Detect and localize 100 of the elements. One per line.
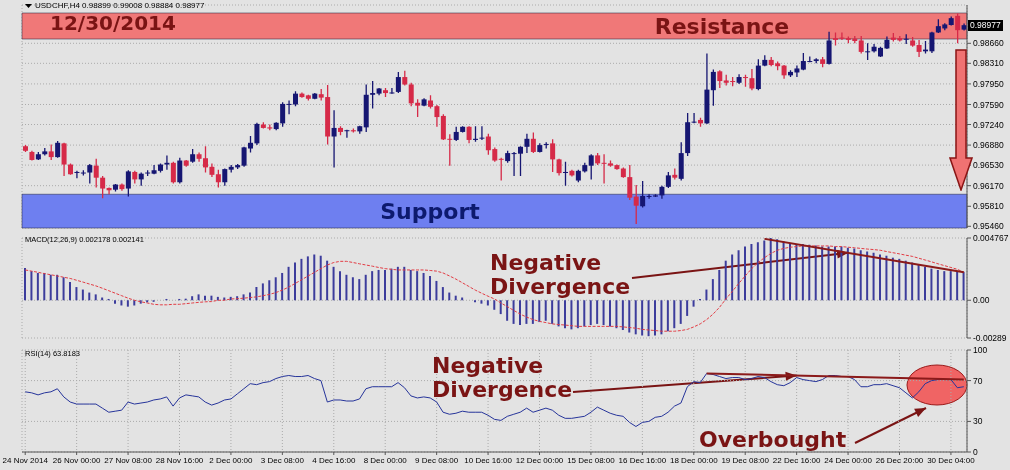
x-tick-label: 22 Dec 16:00 (772, 455, 821, 465)
bar (339, 271, 341, 301)
y-tick-label: 0.95460 (973, 221, 1004, 232)
bar (422, 272, 425, 301)
x-tick-label: 15 Dec 08:00 (567, 455, 616, 465)
bar (306, 256, 309, 301)
annotation: Negative Divergence (490, 250, 631, 299)
bar (429, 275, 431, 301)
bar (917, 264, 920, 301)
bar (332, 266, 335, 301)
bar (448, 292, 451, 301)
x-tick-label: 12 Dec 00:00 (515, 455, 564, 465)
candlestick (916, 39, 922, 58)
bar (782, 241, 785, 301)
bar (576, 300, 579, 329)
bar (551, 300, 554, 324)
candlestick (479, 125, 485, 141)
bar (621, 300, 624, 331)
bar (281, 272, 284, 301)
candlestick (588, 153, 594, 181)
bar (24, 268, 26, 301)
bar (634, 300, 637, 335)
y-tick-label: 0.98310 (973, 58, 1004, 69)
candlestick (125, 169, 131, 198)
bar (403, 266, 406, 301)
bar (891, 257, 894, 301)
bar (326, 260, 329, 301)
bar (377, 269, 380, 301)
y-tick-label: 100 (973, 345, 988, 356)
bar (827, 246, 830, 301)
bar (686, 300, 689, 316)
candlestick (498, 157, 504, 182)
bar (268, 280, 271, 301)
candlestick (691, 112, 697, 125)
x-tick-label: 30 Dec 04:00 (927, 455, 976, 465)
candlestick (106, 186, 112, 195)
candlestick (563, 161, 568, 187)
candlestick (395, 71, 401, 94)
x-tick-label: 24 Nov 2014 (2, 455, 49, 465)
bar (692, 300, 695, 307)
candlestick (955, 12, 961, 44)
bar (808, 244, 811, 301)
bar (396, 266, 399, 301)
chart-subtitle: 12/30/2014 (50, 11, 176, 35)
bar (519, 300, 521, 326)
x-tick-label: 28 Nov 16:00 (155, 455, 204, 465)
y-tick-label: 30 (973, 416, 983, 427)
x-tick-label: 4 Dec 16:00 (312, 455, 356, 465)
bar (615, 300, 618, 329)
bar (114, 300, 116, 304)
bar (570, 300, 573, 330)
bar (345, 274, 348, 301)
bar (795, 244, 798, 301)
bar (904, 260, 907, 301)
bar (673, 300, 676, 329)
bar (499, 300, 502, 315)
bar (486, 300, 489, 306)
candlestick (61, 142, 67, 177)
candlestick (93, 158, 99, 189)
y-tick-label: 0.96530 (973, 160, 1004, 171)
bar (358, 279, 361, 301)
candlestick (74, 170, 80, 179)
x-tick-label: 18 Dec 00:00 (669, 455, 719, 465)
bar (718, 269, 721, 301)
candlestick (87, 163, 93, 185)
band-label: Resistance (654, 13, 790, 39)
bar (898, 258, 901, 301)
bar (885, 255, 888, 301)
bar (589, 300, 592, 326)
candlestick (389, 87, 395, 95)
bar (75, 287, 78, 301)
bar (49, 274, 52, 301)
bar (641, 300, 644, 336)
x-tick-label: 8 Dec 00:00 (363, 455, 408, 465)
candlestick (177, 157, 183, 185)
bar (242, 294, 245, 301)
candlestick (100, 175, 106, 199)
chart-title: USDCHF,H4 0.98899 0.99008 0.98884 0.98977 (35, 1, 205, 10)
bar (853, 248, 856, 301)
bar (814, 245, 817, 301)
bar (126, 300, 129, 307)
bar (660, 300, 663, 335)
bar (834, 246, 836, 301)
bar (789, 242, 791, 301)
candlestick (794, 64, 800, 78)
bar (319, 255, 322, 301)
bar (609, 300, 611, 327)
bar (371, 271, 374, 301)
bar (744, 246, 746, 301)
bar (390, 268, 393, 301)
y-tick-label: -0.00289 (973, 333, 1007, 344)
bar (859, 250, 862, 301)
bar (493, 300, 496, 310)
bar (956, 271, 959, 301)
bar (666, 300, 669, 332)
bar (866, 251, 869, 301)
bar (56, 274, 59, 301)
bar (949, 271, 952, 301)
candlestick (524, 133, 530, 154)
y-tick-label: 70 (973, 375, 983, 386)
